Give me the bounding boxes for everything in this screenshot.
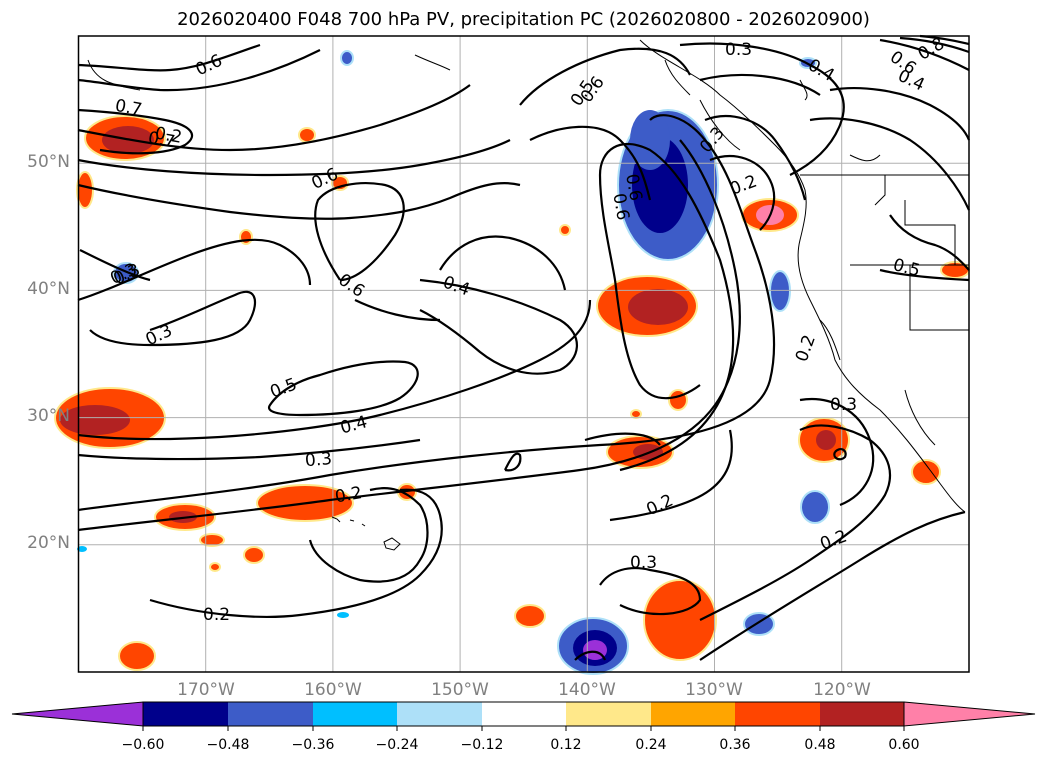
colorbar-tick-label: −0.36 <box>291 737 335 753</box>
map-title: 2026020400 F048 700 hPa PV, precipitatio… <box>177 9 870 30</box>
precip-negative-shading <box>77 50 830 675</box>
colorbar-swatch <box>313 702 397 726</box>
contour-label: 0.2 <box>153 123 183 147</box>
contour-label: 0.3 <box>725 40 752 60</box>
lon-label: 160°W <box>304 680 362 700</box>
colorbar-tick-label: 0.12 <box>550 737 582 753</box>
contour-label: 0.3 <box>304 449 333 471</box>
contour-label: 0.3 <box>630 553 657 573</box>
lat-label: 20°N <box>27 533 70 553</box>
colorbar-outline <box>142 701 905 727</box>
contour-label: 0.6 <box>621 172 645 202</box>
contour-label: 0.6 <box>334 270 368 302</box>
colorbar-swatch <box>482 702 566 726</box>
contour-label: 0.5 <box>891 255 922 281</box>
contour-labels: 0.6 0.7 0.7 0.6 0.6 0.3 0.3 0.5 0.4 0.3 … <box>107 34 948 625</box>
contour-label: 0.4 <box>440 272 472 300</box>
colorbar-tick-label: −0.48 <box>206 737 250 753</box>
lon-label: 120°W <box>813 680 871 700</box>
colorbar <box>11 701 1036 731</box>
lon-label: 170°W <box>177 680 235 700</box>
contour-label: 0.3 <box>830 395 857 415</box>
colorbar-tick-label: 0.36 <box>719 737 751 753</box>
colorbar-swatch <box>566 702 651 726</box>
colorbar-swatch <box>735 702 820 726</box>
contour-label: 0.5 <box>267 374 299 402</box>
colorbar-tick-label: −0.60 <box>121 737 165 753</box>
lon-label: 150°W <box>431 680 489 700</box>
hawaii-islands <box>331 516 401 551</box>
precip-positive-shading <box>54 115 970 671</box>
contour-label: 0.2 <box>643 491 676 521</box>
lat-label: 50°N <box>27 152 70 172</box>
contour-label: 0.2 <box>333 483 363 507</box>
colorbar-tick-label: 0.24 <box>635 737 667 753</box>
colorbar-tick-label: 0.60 <box>888 737 920 753</box>
map-frame <box>77 35 970 673</box>
colorbar-swatch <box>228 702 313 726</box>
colorbar-extend-high <box>903 701 1036 727</box>
colorbar-tick-label: −0.24 <box>375 737 419 753</box>
contour-label: 0.7 <box>146 128 176 152</box>
contour-label: 0.6 <box>193 51 226 81</box>
lat-label: 30°N <box>27 406 70 426</box>
contour-label: 0.2 <box>817 526 849 554</box>
colorbar-swatch <box>820 702 904 726</box>
contour-label: 0.4 <box>338 412 369 438</box>
contour-label: 0.6 <box>608 192 632 222</box>
colorbar-tick-label: 0.48 <box>804 737 836 753</box>
colorbar-swatch <box>397 702 482 726</box>
contour-label: 0.7 <box>113 96 143 120</box>
colorbar-extend-low <box>11 701 144 727</box>
contour-label: 0.2 <box>792 332 820 364</box>
lat-label: 40°N <box>27 279 70 299</box>
pv-contours <box>77 34 971 661</box>
lon-label: 130°W <box>685 680 743 700</box>
colorbar-swatch <box>651 702 735 726</box>
contour-label: 0.2 <box>203 605 230 625</box>
gridlines <box>78 36 969 672</box>
lon-label: 140°W <box>558 680 616 700</box>
colorbar-swatch <box>143 702 228 726</box>
contour-label: 0.2 <box>727 171 759 199</box>
colorbar-tick-label: −0.12 <box>460 737 504 753</box>
